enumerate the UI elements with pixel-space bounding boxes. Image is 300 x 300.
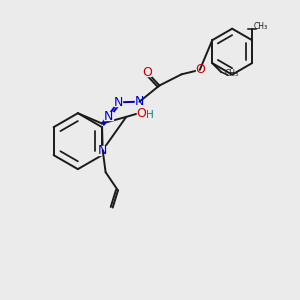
- Bar: [114, 98, 122, 106]
- Text: N: N: [113, 96, 123, 109]
- Bar: [135, 98, 143, 106]
- Text: O: O: [136, 107, 146, 120]
- Text: O: O: [142, 66, 152, 79]
- Text: O: O: [195, 63, 205, 76]
- Text: H: H: [146, 110, 154, 120]
- Bar: [98, 146, 107, 154]
- Bar: [104, 112, 112, 120]
- Bar: [196, 66, 203, 74]
- Text: CH₃: CH₃: [253, 22, 267, 31]
- Bar: [137, 110, 146, 118]
- Text: N: N: [135, 95, 144, 108]
- Text: CH₃: CH₃: [224, 69, 239, 78]
- Text: N: N: [104, 110, 113, 123]
- Text: N: N: [98, 144, 107, 157]
- Bar: [143, 69, 151, 76]
